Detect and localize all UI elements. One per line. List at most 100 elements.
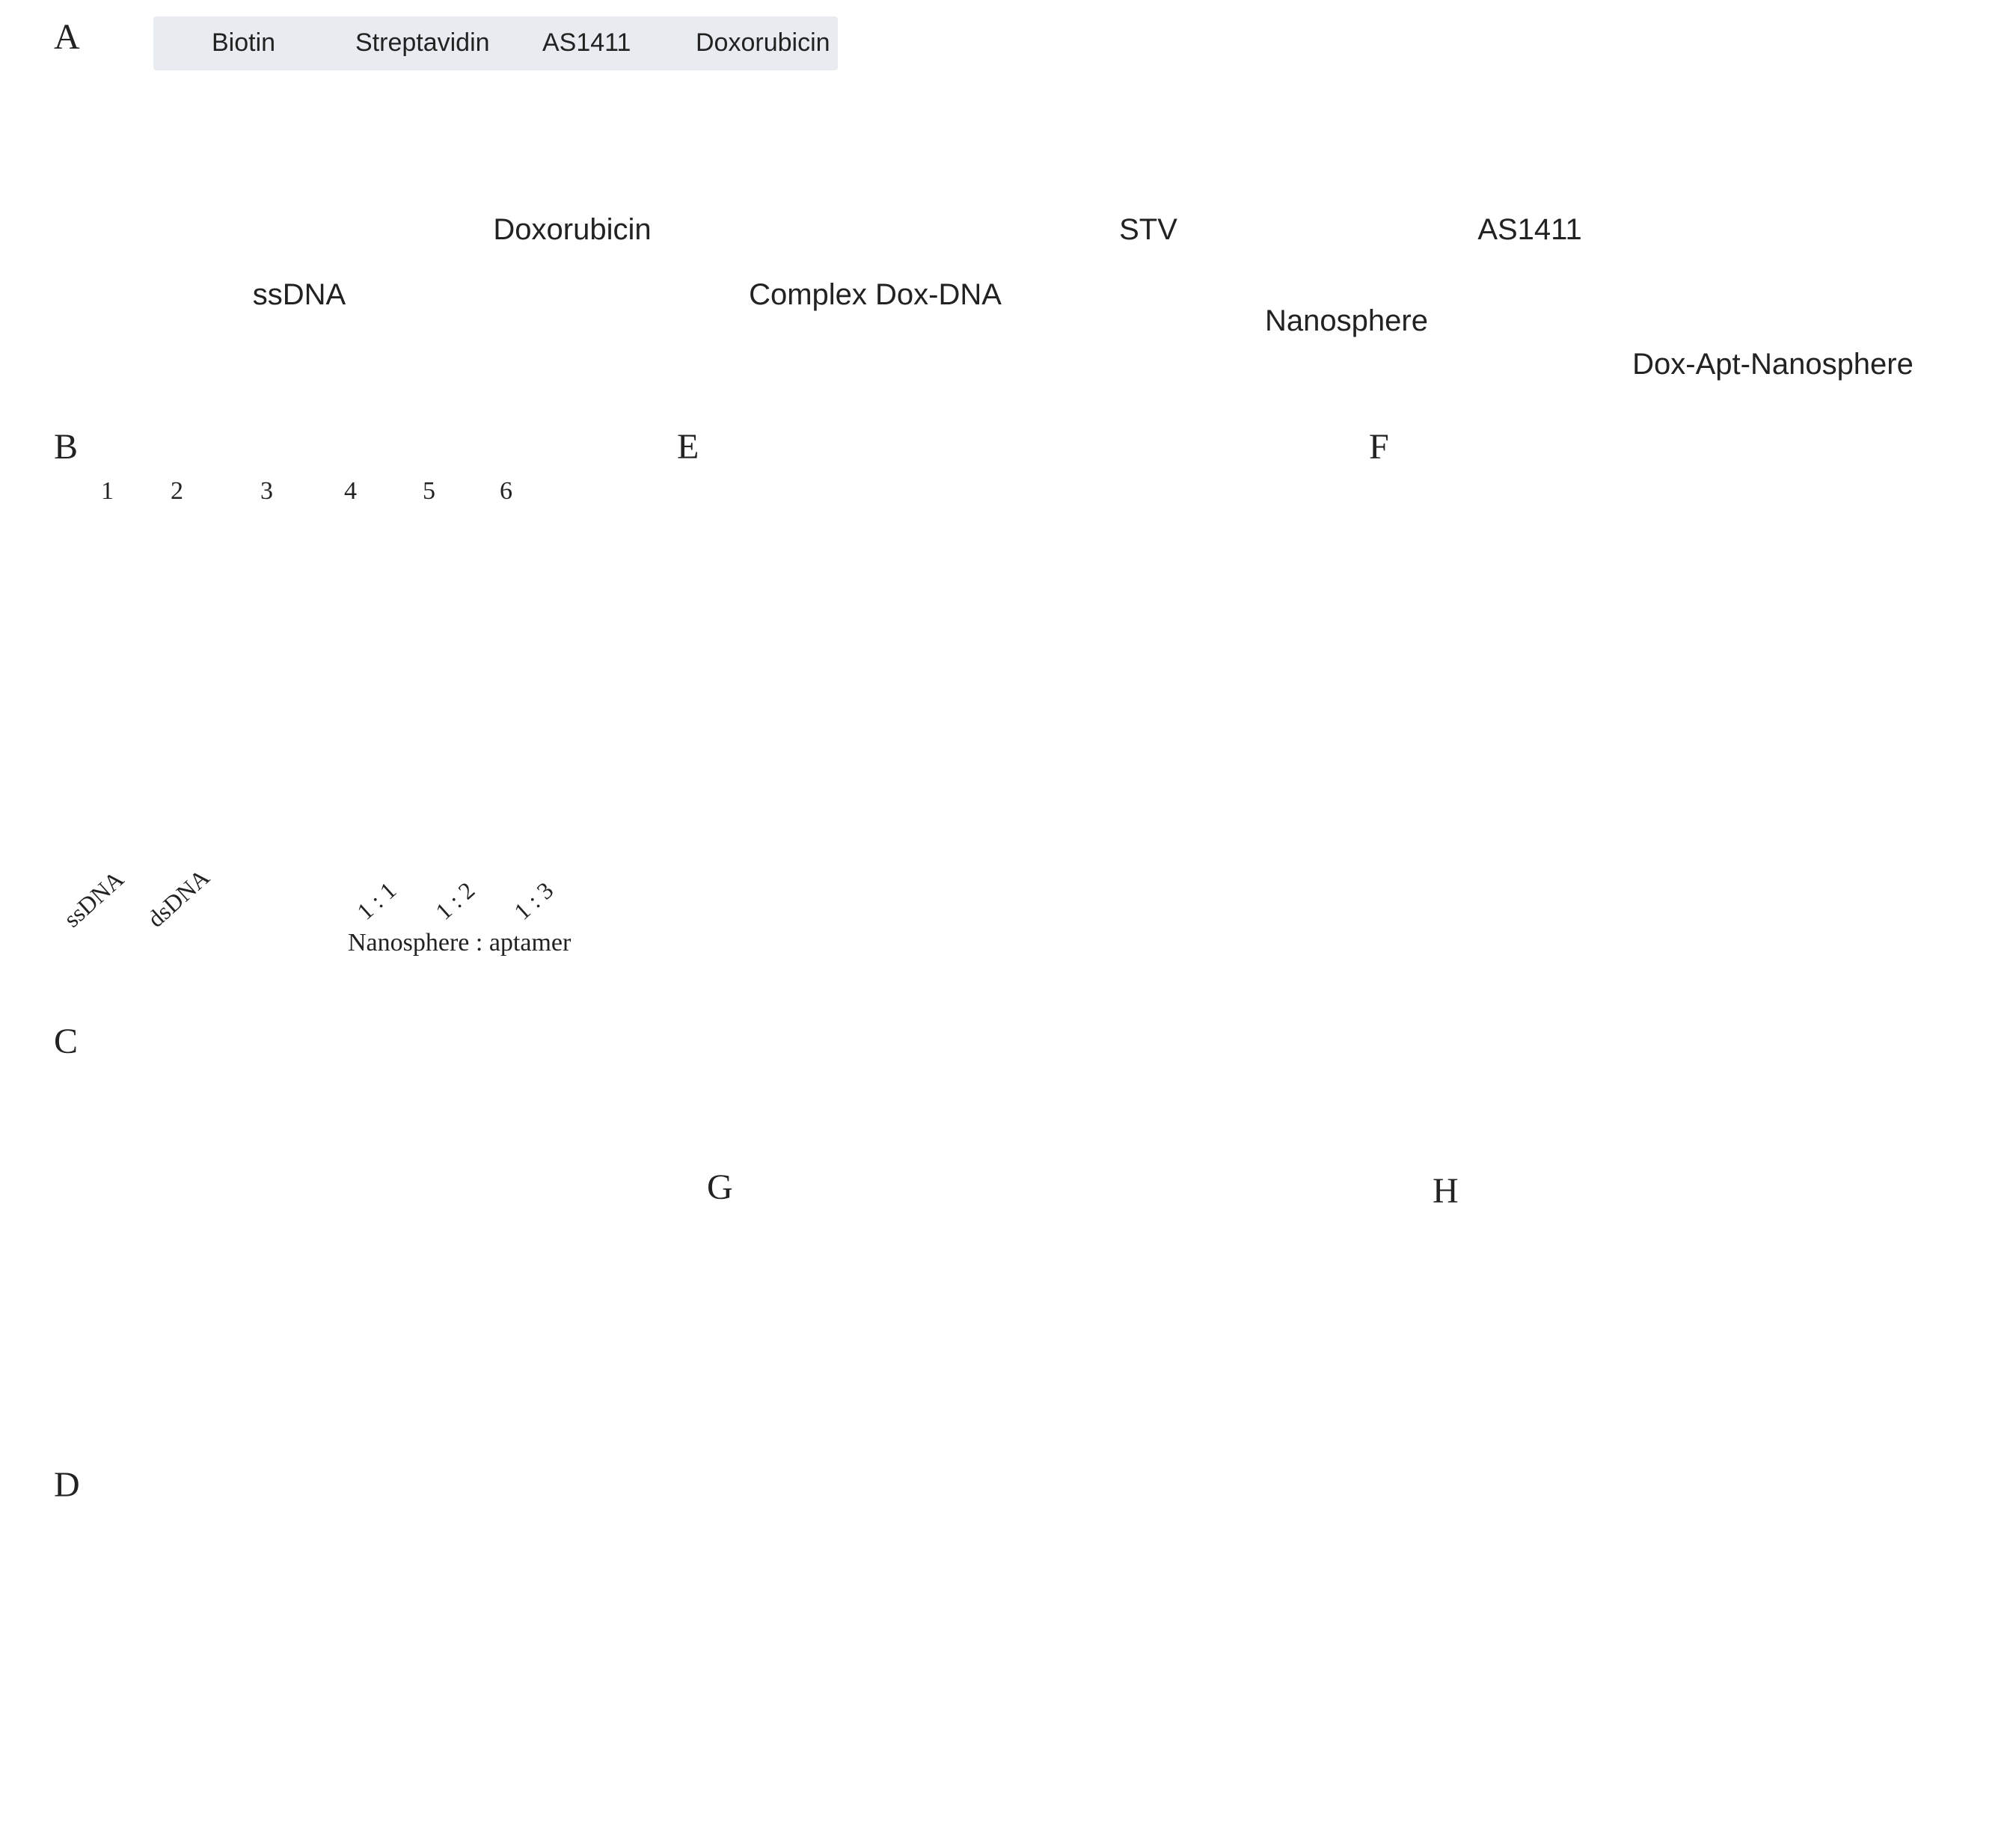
series-line: [1487, 1347, 1967, 1702]
legend-label: Dox-Apt-Nanosphere + DNase I: [1754, 1631, 1937, 1646]
y-axis-label: Concentration(particles/ml): [1359, 668, 1381, 899]
particle: [521, 1314, 526, 1318]
gel-caption: Nanosphere : aptamer: [348, 929, 572, 957]
x-tick-label: 100: [835, 1004, 860, 1023]
y-tick-label: 2.0×10⁶: [1409, 672, 1456, 689]
arrow-2-stv-icon: [1100, 109, 1192, 177]
x-tick-label: 50: [1978, 1715, 1994, 1734]
y-tick-label: 2.5×10⁶: [712, 660, 759, 677]
particle: [379, 1268, 387, 1277]
arrow-label-doxorubicin: Doxorubicin: [493, 213, 652, 246]
series-line: [770, 1575, 1321, 1683]
x-tick-label: 200: [1600, 1012, 1625, 1031]
x-axis-label: Size(nm): [983, 1037, 1056, 1059]
lane-5: 5: [423, 477, 435, 505]
legend-label: Dox-Apt-Nanosphere: [1754, 1652, 1877, 1667]
legend-biotin: Biotin: [212, 28, 276, 57]
x-tick-label: 400: [1069, 1004, 1094, 1023]
series-line: [1487, 1476, 1967, 1702]
particle: [215, 1300, 221, 1306]
legend-label: 2 μM Free Dox: [1197, 1366, 1280, 1381]
data-point: [1511, 1565, 1526, 1579]
y-axis-label: Absorbance (a.u.): [682, 1416, 704, 1564]
x-tick-label: 500: [1147, 1004, 1171, 1023]
x-tick-label: 0: [1462, 1012, 1471, 1031]
x-tick-label: 500: [1033, 1713, 1058, 1731]
legend-label: 0.2 μM dsDNA + 2 μM Dox: [1197, 1384, 1350, 1399]
data-point: [1541, 1462, 1556, 1476]
legend-label: 20 μM Free Dox: [1197, 1291, 1287, 1306]
particle: [340, 1046, 349, 1055]
particle: [480, 1189, 492, 1201]
panel-a-legend: [153, 16, 838, 70]
x-axis-label: Wavelength (nm): [974, 1746, 1117, 1768]
stage-complex-dox-dna: Complex Dox-DNA: [749, 278, 1002, 311]
y-tick-label: 1.0×10⁶: [1409, 832, 1456, 848]
data-point: [1959, 1342, 1973, 1356]
y-tick-label: 100: [1453, 1262, 1478, 1280]
data-point: [1511, 1591, 1526, 1606]
y-tick-label: 3.0×10⁶: [712, 596, 759, 613]
data-point: [1720, 1544, 1735, 1558]
particle: [275, 1335, 282, 1342]
series-line: [770, 1626, 1321, 1677]
particle: [273, 1260, 281, 1268]
legend-label: 0.2 μM dsDNA + 20 μM Dox: [1197, 1310, 1357, 1324]
lane-3: 3: [260, 477, 273, 505]
stage-dox-apt-nanosphere: Dox-Apt-Nanosphere: [1632, 348, 1914, 381]
legend-label: 0.2 μM dsDNA + 10 μM Dox: [1197, 1328, 1357, 1343]
x-tick-label: 30: [1779, 1715, 1795, 1734]
lane-1: 1: [101, 477, 114, 505]
legend-label: Free Dox: [1754, 1610, 1807, 1625]
distribution-fill: [1594, 635, 1895, 998]
data-point: [1541, 1539, 1556, 1554]
x-tick-label: 700: [1303, 1004, 1328, 1023]
legend-label: 0.2 μM dsDNA + 0.4 μM Dox: [1197, 1422, 1360, 1437]
y-tick-label: 0.12: [732, 1560, 761, 1579]
y-tick-label: 0: [1470, 1692, 1478, 1710]
particle: [265, 1345, 274, 1354]
complex-dox-marks: [778, 193, 992, 212]
y-tick-label: 2.5×10⁶: [1409, 593, 1456, 610]
data-point: [1959, 1470, 1973, 1485]
particle: [439, 1310, 451, 1322]
particle: [432, 1235, 436, 1240]
particle: [434, 1298, 449, 1313]
data-point: [1720, 1496, 1735, 1511]
x-axis-label: Time (h): [1699, 1747, 1776, 1770]
biotin-icon-glyph: B: [174, 34, 187, 57]
particle: [417, 1270, 428, 1280]
stage-ssdna: ssDNA: [252, 278, 346, 311]
particle: [374, 1223, 382, 1230]
particle: [387, 1320, 391, 1324]
legend-doxorubicin: Doxorubicin: [696, 28, 830, 57]
y-tick-label: 0.09: [732, 1656, 761, 1674]
x-tick-label: 600: [1216, 1713, 1241, 1731]
arrow-1-dox-icon: [554, 163, 583, 176]
streptavidin-icon: [288, 26, 336, 62]
particle: [435, 1273, 447, 1285]
particle: [534, 1267, 543, 1276]
x-tick-label: 0: [765, 1004, 773, 1023]
panel-label-h: H: [1433, 1171, 1459, 1211]
particle: [235, 1166, 244, 1175]
x-tick-label: 100: [1527, 1012, 1551, 1031]
particle: [521, 1227, 527, 1233]
panel-label-g: G: [707, 1167, 733, 1207]
x-axis-label: Size(nm): [1663, 1045, 1736, 1066]
legend-marker: [1715, 1632, 1727, 1644]
panel-label-b: B: [54, 427, 79, 467]
nanosphere-illustration: [1269, 124, 1417, 272]
distribution-fill: [827, 665, 1070, 991]
x-tick-label: 300: [990, 1004, 1015, 1023]
particle: [359, 1063, 371, 1075]
y-tick-label: 1.5×10⁶: [712, 790, 759, 806]
series-line: [770, 1600, 1321, 1674]
lane-4: 4: [344, 477, 357, 505]
legend-streptavidin: Streptavidin: [355, 28, 490, 57]
particle: [188, 1268, 195, 1275]
series-line: [770, 1642, 1320, 1674]
biotin-icon: [165, 28, 197, 59]
y-tick-label: 80: [1462, 1348, 1478, 1366]
particle: [342, 1198, 346, 1203]
